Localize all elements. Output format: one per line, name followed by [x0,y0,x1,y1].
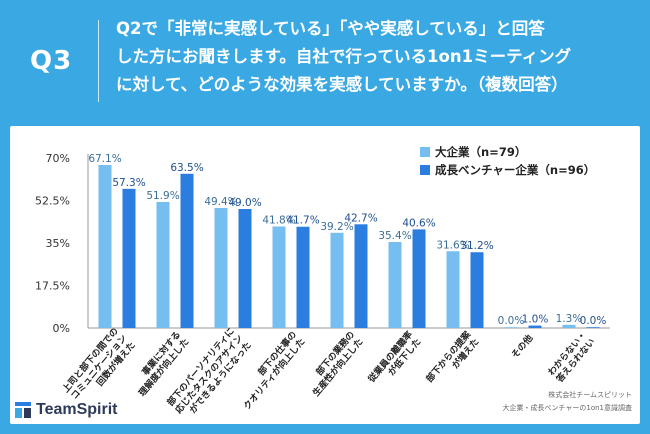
bar-value-label: 35.4% [378,230,411,242]
y-tick-label: 35% [46,237,70,250]
bar-value-label: 31.2% [460,240,493,252]
bar [296,226,310,328]
legend-label: 成長ベンチャー企業（n=96） [435,163,595,177]
question-header: Q3 Q2で「非常に実感している」「やや実感している」と回答 した方にお聞きしま… [0,0,650,124]
bar-value-label: 31.6% [436,239,469,251]
y-tick-label: 70% [46,152,70,165]
bar [528,325,542,328]
logo-text: TeamSpirit [36,401,118,418]
bar [122,188,136,328]
question-line: Q2で「非常に実感している」「やや実感している」と回答 [116,19,545,38]
legend-swatch [420,147,430,157]
x-tick-label: 上司と部下の間でのコミュニケーション回数が増えた [60,325,138,409]
teamspirit-logo-icon [15,402,31,418]
x-tick-label: わからない・答えられない [545,329,597,385]
bar [446,251,460,328]
y-tick-label: 17.5% [35,280,70,293]
bar-value-label: 63.5% [170,162,203,174]
source-company: 株式会社チームスピリット [548,391,632,399]
question-line: した方にお聞きします。自社で行っている1on1ミーティング [116,47,572,66]
bar [354,224,368,328]
legend-swatch [420,165,430,175]
x-tick-label-line: その他 [509,332,536,360]
bar [272,226,286,328]
x-tick-label: その他 [509,332,536,360]
question-line: に対して、どのような効果を実感していますか。（複数回答） [116,75,568,94]
bar [470,252,484,328]
bar [504,327,518,328]
x-tick-label: 従業員の離職率が低下した [365,329,424,393]
y-tick-label: 52.5% [35,195,70,208]
legend-label: 大企業（n=79） [435,145,526,159]
bar-value-label: 51.9% [146,190,179,202]
bar [388,242,402,328]
header-divider [98,20,99,102]
bar [238,209,252,328]
y-tick-label: 0% [53,322,70,335]
bar [180,173,194,328]
bar-value-label: 57.3% [112,177,145,189]
bar [330,232,344,328]
bar-value-label: 41.8% [262,214,295,226]
bar-value-label: 1.0% [522,314,549,326]
x-tick-label: 部下からの提案が増えた [423,328,482,392]
bar [98,165,112,328]
bar-value-label: 0.0% [580,315,607,327]
bar-value-label: 0.0% [498,315,525,327]
chart-card [10,126,640,424]
bar-value-label: 49.4% [204,196,237,208]
bar-value-label: 67.1% [88,153,121,165]
teamspirit-logo: TeamSpirit [14,401,118,419]
x-tick-label: 部下の業務の生産性が向上した [302,329,366,399]
bar-value-label: 41.7% [286,215,319,227]
bar-value-label: 39.2% [320,221,353,233]
bar [562,324,576,328]
source-survey: 大企業・成長ベンチャーの1on1意識調査 [502,404,632,412]
bar-value-label: 49.0% [228,197,261,209]
bar [412,229,426,328]
bar-value-label: 40.6% [402,217,435,229]
bar [586,327,600,328]
question-number: Q3 [30,46,73,76]
source-note: 株式会社チームスピリット 大企業・成長ベンチャーの1on1意識調査 [502,389,632,415]
bar [214,208,228,328]
question-text: Q2で「非常に実感している」「やや実感している」と回答 した方にお聞きします。自… [116,15,631,99]
bar-value-label: 1.3% [556,313,583,325]
bar [156,201,170,328]
bar-value-label: 42.7% [344,212,377,224]
